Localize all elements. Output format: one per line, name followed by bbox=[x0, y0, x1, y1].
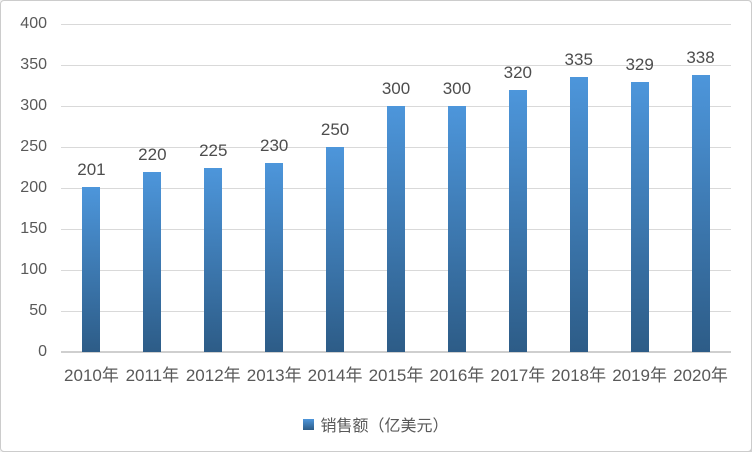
bar-value-label-2019年: 329 bbox=[625, 55, 654, 75]
bar-value-label-2018年: 335 bbox=[564, 50, 593, 70]
x-tick-label-2019年: 2019年 bbox=[612, 366, 668, 385]
bar-value-label-2017年: 320 bbox=[503, 62, 532, 82]
bar-2019年 bbox=[630, 82, 649, 352]
y-tick-label-50: 50 bbox=[29, 302, 47, 319]
x-tick-label-2017年: 2017年 bbox=[490, 366, 546, 385]
x-axis: 2010年 2011年 2012年 2013年 2014年 2015年 2016年 2017年… bbox=[61, 361, 731, 386]
bar-value-label-2013年: 230 bbox=[259, 136, 289, 156]
y-tick-label-300: 300 bbox=[20, 97, 47, 114]
plot-area: 201 220 225 230 250 300 300 320 335 329 338 bbox=[61, 23, 731, 353]
bar-value-label-2010年: 201 bbox=[77, 160, 106, 180]
bar-2015年 bbox=[387, 106, 405, 352]
x-tick-label-2020年: 2020年 bbox=[673, 366, 728, 385]
bar-value-label-2011年: 220 bbox=[138, 144, 167, 164]
bar-value-label-2015年: 300 bbox=[381, 79, 411, 98]
x-tick-label-2014年: 2014年 bbox=[307, 366, 363, 385]
x-tick-label-2018年: 2018年 bbox=[551, 366, 607, 385]
gridline-400 bbox=[61, 23, 731, 25]
y-tick-label-100: 100 bbox=[20, 261, 47, 278]
bar-2014年 bbox=[326, 147, 345, 352]
x-tick-label-2012年: 2012年 bbox=[185, 366, 241, 385]
bar-value-label-2020年: 338 bbox=[686, 47, 715, 67]
y-tick-label-400: 400 bbox=[20, 15, 47, 32]
x-tick-label-2016年: 2016年 bbox=[429, 366, 485, 385]
gridline-350 bbox=[61, 64, 731, 66]
bar-2010年 bbox=[82, 187, 101, 352]
gridline-0 bbox=[61, 351, 731, 353]
y-tick-label-350: 350 bbox=[20, 56, 47, 73]
y-tick-label-0: 0 bbox=[38, 343, 47, 360]
x-tick-label-2010年: 2010年 bbox=[64, 366, 119, 385]
x-tick-label-2015年: 2015年 bbox=[368, 366, 424, 385]
bar-value-label-2012年: 225 bbox=[199, 140, 228, 160]
bar-2018年 bbox=[569, 77, 588, 352]
bar-2016年 bbox=[447, 106, 466, 352]
bar-value-label-2014年: 250 bbox=[320, 120, 350, 139]
bar-2013年 bbox=[265, 163, 284, 352]
bar-value-label-2016年: 300 bbox=[442, 79, 472, 98]
x-tick-label-2011年: 2011年 bbox=[125, 366, 180, 385]
legend-label: 销售额（亿美元） bbox=[320, 418, 449, 435]
x-tick-label-2013年: 2013年 bbox=[246, 366, 302, 385]
bar-2011年 bbox=[143, 171, 162, 352]
y-tick-label-250: 250 bbox=[20, 138, 47, 155]
bar-2017年 bbox=[508, 89, 527, 352]
bar-2012年 bbox=[204, 167, 223, 352]
bar-2020年 bbox=[691, 74, 710, 352]
legend: 销售额（亿美元） bbox=[1, 414, 751, 435]
y-tick-label-150: 150 bbox=[20, 220, 47, 237]
y-axis: 0 50 100 150 200 250 300 350 400 bbox=[1, 15, 47, 360]
y-tick-label-200: 200 bbox=[20, 179, 47, 196]
legend-color-swatch-icon bbox=[303, 418, 315, 430]
